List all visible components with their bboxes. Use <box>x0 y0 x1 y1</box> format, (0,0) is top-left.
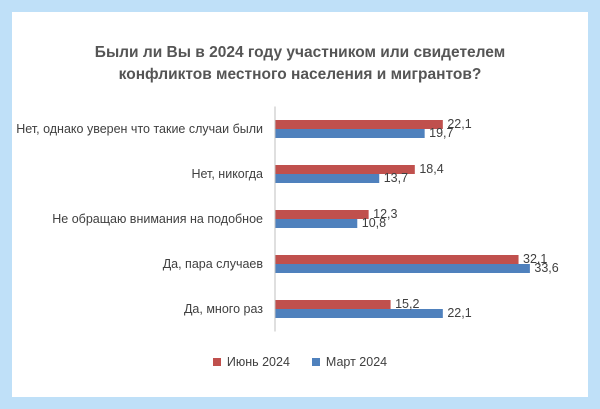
bar-june-2024 <box>275 255 519 264</box>
chart-title: Были ли Вы в 2024 году участником или св… <box>12 42 588 86</box>
chart-card: Были ли Вы в 2024 году участником или св… <box>12 12 588 397</box>
legend-item-march: Март 2024 <box>311 355 388 369</box>
value-label-march: 13,7 <box>384 171 408 185</box>
bar-june-2024 <box>275 210 369 219</box>
value-label-march: 33,6 <box>534 261 558 275</box>
bar-chart: Нет, однако уверен что такие случаи были… <box>16 106 559 332</box>
category-label: Нет, никогда <box>191 167 263 181</box>
bar-march-2024 <box>275 174 380 183</box>
value-label-march: 22,1 <box>447 306 471 320</box>
category-label: Не обращаю внимания на подобное <box>52 212 263 226</box>
legend-label-march: Март 2024 <box>325 355 388 369</box>
value-label-june: 18,4 <box>419 162 443 176</box>
legend-label-june: Июнь 2024 <box>226 355 290 369</box>
bar-march-2024 <box>275 264 530 273</box>
legend-swatch-march <box>311 358 320 366</box>
bar-june-2024 <box>275 300 391 309</box>
category-label: Да, много раз <box>184 302 263 316</box>
bar-june-2024 <box>275 120 443 129</box>
chart-title-line-2: конфликтов местного населения и мигранто… <box>118 66 482 83</box>
value-label-march: 10,8 <box>362 216 386 230</box>
value-label-june: 12,3 <box>373 207 397 221</box>
value-label-march: 19,7 <box>429 126 453 140</box>
legend-swatch-june <box>212 358 221 366</box>
bar-june-2024 <box>275 165 415 174</box>
chart-title-line-1: Были ли Вы в 2024 году участником или св… <box>94 44 506 61</box>
category-label: Нет, однако уверен что такие случаи были <box>16 122 263 136</box>
bar-march-2024 <box>275 129 425 138</box>
value-label-june: 32,1 <box>523 252 547 266</box>
legend-item-june: Июнь 2024 <box>212 355 290 369</box>
legend: Июнь 2024 Март 2024 <box>12 355 588 369</box>
category-label: Да, пара случаев <box>163 257 264 271</box>
value-label-june: 15,2 <box>395 297 419 311</box>
bar-march-2024 <box>275 219 358 228</box>
value-label-june: 22,1 <box>447 117 471 131</box>
bar-march-2024 <box>275 309 443 318</box>
